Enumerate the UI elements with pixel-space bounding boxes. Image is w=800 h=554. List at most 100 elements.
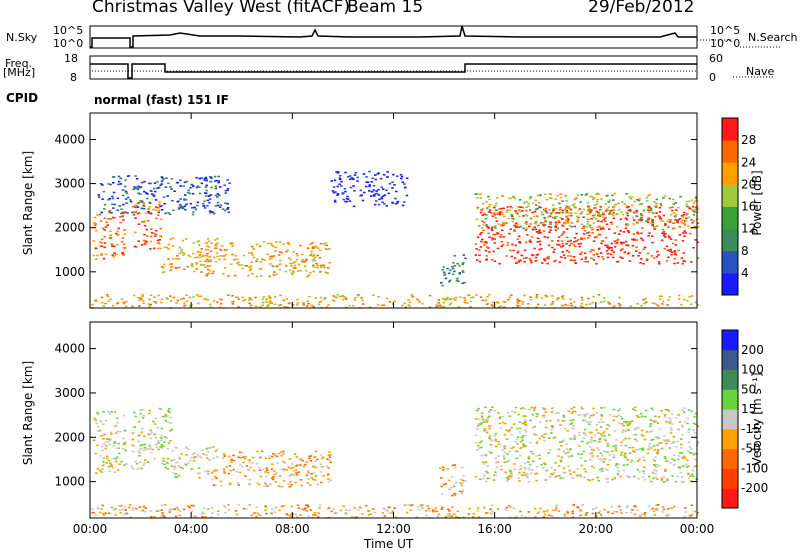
scatter-cell <box>633 428 636 430</box>
scatter-cell <box>182 254 185 256</box>
scatter-cell <box>208 459 212 461</box>
scatter-cell <box>491 212 494 215</box>
scatter-cell <box>625 244 628 246</box>
scatter-cell <box>366 181 370 183</box>
scatter-cell <box>220 484 223 487</box>
scatter-cell <box>503 434 506 436</box>
scatter-cell <box>453 464 457 466</box>
scatter-cell <box>121 211 124 214</box>
scatter-cell <box>694 458 697 461</box>
scatter-cell <box>690 219 693 221</box>
scatter-cell <box>606 244 609 247</box>
scatter-cell <box>209 176 212 178</box>
scatter-cell <box>290 513 293 516</box>
scatter-cell <box>213 175 217 178</box>
scatter-cell <box>152 195 156 197</box>
scatter-cell <box>188 506 191 509</box>
scatter-cell <box>167 182 170 185</box>
scatter-cell <box>617 463 620 465</box>
scatter-cell <box>621 201 624 203</box>
scatter-cell <box>673 250 677 252</box>
scatter-cell <box>561 420 564 422</box>
scatter-cell <box>557 219 560 222</box>
scatter-cell <box>558 261 561 263</box>
scatter-cell <box>198 192 202 195</box>
scatter-cell <box>445 298 448 300</box>
scatter-cell <box>510 426 513 429</box>
scatter-cell <box>124 179 127 181</box>
scatter-cell <box>501 229 504 232</box>
scatter-cell <box>489 209 492 211</box>
scatter-cell <box>626 224 629 226</box>
scatter-cell <box>475 409 479 412</box>
scatter-cell <box>655 466 658 469</box>
scatter-cell <box>388 512 392 514</box>
scatter-cell <box>205 178 208 181</box>
scatter-cell <box>548 449 552 451</box>
scatter-cell <box>588 212 591 215</box>
scatter-cell <box>595 203 599 205</box>
scatter-cell <box>597 214 600 217</box>
scatter-cell <box>177 208 181 210</box>
scatter-cell <box>203 179 206 181</box>
scatter-cell <box>462 271 465 273</box>
scatter-cell <box>286 306 289 309</box>
colorbar-tick-label: 12 <box>741 222 756 236</box>
scatter-cell <box>606 445 609 447</box>
scatter-cell <box>564 303 567 306</box>
scatter-cell <box>362 173 366 175</box>
scatter-cell <box>535 455 538 457</box>
scatter-cell <box>494 205 497 207</box>
scatter-cell <box>654 420 657 423</box>
scatter-cell <box>332 299 335 302</box>
scatter-cell <box>636 221 639 224</box>
scatter-cell <box>219 204 223 206</box>
scatter-cell <box>479 197 483 199</box>
scatter-cell <box>112 191 116 194</box>
scatter-cell <box>554 462 557 464</box>
scatter-cell <box>640 513 643 516</box>
scatter-cell <box>498 417 502 420</box>
scatter-cell <box>196 241 199 243</box>
scatter-cell <box>562 439 565 442</box>
scatter-cell <box>345 200 349 203</box>
scatter-cell <box>491 239 494 241</box>
scatter-cell <box>485 421 489 423</box>
scatter-cell <box>441 506 444 509</box>
scatter-cell <box>143 220 147 222</box>
scatter-cell <box>611 256 615 259</box>
scatter-cell <box>660 295 664 298</box>
scatter-cell <box>656 444 659 446</box>
scatter-cell <box>496 461 499 463</box>
scatter-cell <box>163 436 167 438</box>
scatter-cell <box>270 257 273 259</box>
scatter-cell <box>112 256 115 258</box>
scatter-cell <box>527 202 530 205</box>
scatter-cell <box>483 474 486 477</box>
scatter-cell <box>189 305 192 307</box>
nsky-line <box>90 25 697 48</box>
scatter-cell <box>508 474 511 477</box>
scatter-cell <box>564 452 567 455</box>
scatter-cell <box>694 208 697 211</box>
scatter-cell <box>316 266 319 269</box>
scatter-cell <box>403 504 407 506</box>
scatter-cell <box>316 254 320 257</box>
scatter-cell <box>119 216 122 218</box>
scatter-cell <box>167 258 170 260</box>
scatter-cell <box>588 234 591 237</box>
scatter-cell <box>692 453 695 456</box>
scatter-cell <box>464 480 467 482</box>
scatter-cell <box>342 505 345 508</box>
scatter-cell <box>535 465 539 468</box>
scatter-cell <box>440 477 443 479</box>
scatter-cell <box>657 504 660 506</box>
scatter-cell <box>648 475 651 478</box>
scatter-cell <box>642 456 645 459</box>
scatter-cell <box>669 248 672 251</box>
scatter-cell <box>176 461 179 464</box>
scatter-cell <box>288 269 292 272</box>
scatter-cell <box>687 477 691 480</box>
scatter-cell <box>503 306 506 308</box>
scatter-cell <box>625 421 629 424</box>
